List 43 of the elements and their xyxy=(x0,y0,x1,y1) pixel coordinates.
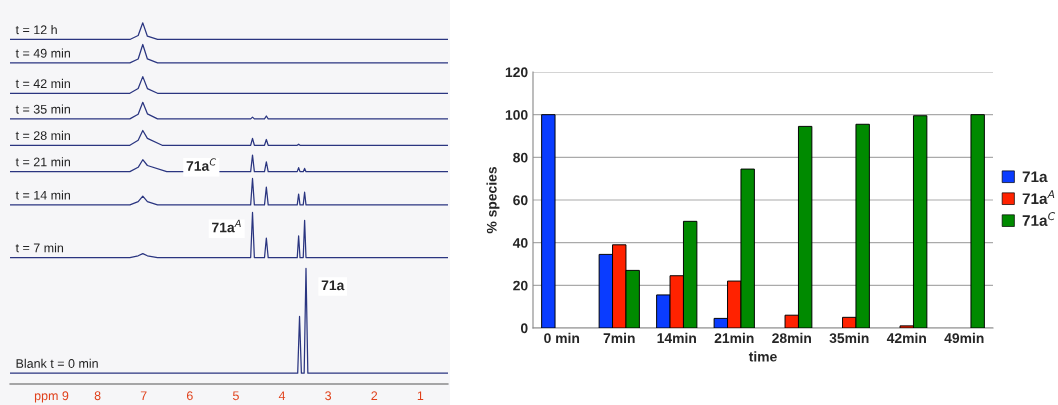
y-tick-label: 40 xyxy=(512,238,528,248)
x-tick-label: 7min xyxy=(603,332,635,343)
x-tick-label: 7 xyxy=(140,391,147,400)
bar xyxy=(541,114,556,328)
x-tick-label: 35min xyxy=(829,332,869,344)
series-label: Blank t = 0 min xyxy=(16,358,98,368)
x-tick-label: 6 xyxy=(186,391,193,401)
legend-label: 71a$^{A}$ xyxy=(1022,190,1055,205)
series-label: t = 42 min xyxy=(15,78,70,88)
y-tick-label: 80 xyxy=(513,152,528,163)
x-tick-label: 2 xyxy=(371,391,378,400)
x-axis-title: time xyxy=(748,351,777,362)
x-tick-label: 1 xyxy=(417,391,424,400)
x-tick-label: 14min xyxy=(657,332,696,343)
legend-label: 71a$^{C}$ xyxy=(1022,212,1056,226)
bar xyxy=(970,114,985,328)
series-label: t = 7 min xyxy=(15,243,64,253)
series-label: t = 35 min xyxy=(15,104,70,114)
x-tick-label: 4 xyxy=(278,391,286,400)
x-tick-label: ppm 9 xyxy=(34,391,69,403)
y-tick-label: 60 xyxy=(513,195,528,206)
annotation: 71a$^{A}$ xyxy=(212,219,241,233)
x-tick-label: 49min xyxy=(944,332,984,344)
x-tick-label: 21min xyxy=(714,332,754,343)
y-tick-label: 20 xyxy=(513,280,528,291)
legend-label: 71a xyxy=(1022,171,1048,183)
x-tick-label: 3 xyxy=(325,391,332,401)
x-tick-label: 42min xyxy=(886,332,926,343)
series-label: t = 12 h xyxy=(15,25,57,35)
annotation: 71a xyxy=(321,280,345,291)
y-tick-label: 120 xyxy=(505,67,528,78)
x-tick-label: 5 xyxy=(232,391,239,401)
x-tick-label: 0 min xyxy=(544,332,580,344)
x-tick-label: 8 xyxy=(94,391,101,401)
annotation: 71a$^{C}$ xyxy=(186,158,217,171)
series-label: t = 21 min xyxy=(15,157,70,167)
y-tick-label: 100 xyxy=(505,110,528,120)
y-tick-label: 0 xyxy=(520,323,528,334)
x-tick-label: 28min xyxy=(772,332,811,344)
series-label: t = 28 min xyxy=(15,130,70,141)
series-label: t = 14 min xyxy=(15,190,70,200)
series-label: t = 49 min xyxy=(15,48,70,58)
y-axis-title: % species xyxy=(486,166,500,234)
